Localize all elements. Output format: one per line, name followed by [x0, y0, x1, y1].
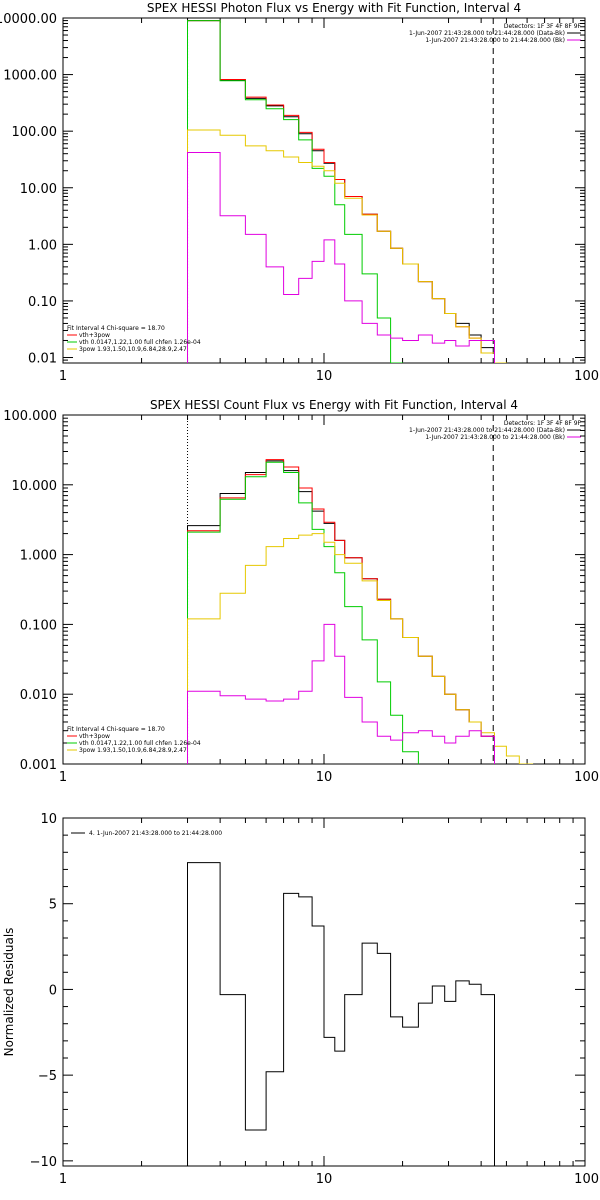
x-tick-label: 10	[316, 369, 333, 384]
y-tick-label: −10	[30, 1155, 57, 1170]
legend-bottom-entry: Fit Interval 4 Chi-square = 18.70	[67, 325, 165, 332]
series-line-5	[187, 623, 495, 764]
series-line-4	[187, 129, 507, 363]
x-tick-label: 10	[316, 770, 333, 785]
y-tick-label: 1000.00	[3, 69, 57, 84]
legend-top-entry: 1-Jun-2007 21:43:28.000 to 21:44:28.000 …	[425, 434, 565, 441]
legend-bottom-entry: 3pow 1.93,1.50,10.9,6.84,28.9,2.47	[79, 747, 187, 754]
y-tick-label: 0.001	[20, 758, 57, 773]
x-tick-label: 1	[59, 369, 67, 384]
series-line-4	[187, 533, 534, 764]
y-tick-label: 0.10	[28, 295, 57, 310]
series-line-2	[187, 20, 495, 363]
series-line-5	[187, 152, 495, 363]
legend-top-entry: 1-Jun-2007 21:43:28.000 to 21:44:28.000 …	[409, 427, 565, 434]
y-tick-label: 10000.00	[0, 12, 57, 27]
y-tick-label: 0.010	[20, 688, 57, 703]
y-tick-label: 100.00	[12, 125, 58, 140]
panel-2: SPEX HESSI Count Flux vs Energy with Fit…	[3, 398, 599, 785]
plot-frame	[62, 414, 586, 765]
y-tick-label: 0	[49, 983, 57, 998]
series-group	[187, 862, 495, 1166]
x-tick-label: 100	[574, 1172, 599, 1187]
x-tick-label: 1	[59, 1172, 67, 1187]
y-tick-label: 10.000	[12, 479, 58, 494]
legend-top-entry: 4. 1-Jun-2007 21:43:28.000 to 21:44:28.0…	[89, 830, 222, 837]
plot-title: SPEX HESSI Count Flux vs Energy with Fit…	[150, 398, 518, 412]
series-line-2	[187, 459, 495, 764]
y-axis-label: Normalized Residuals	[2, 928, 16, 1057]
legend-top-entry: 1-Jun-2007 21:43:28.000 to 21:44:28.000 …	[409, 30, 565, 37]
series-line-3	[187, 20, 404, 363]
y-tick-label: 10.00	[20, 182, 57, 197]
series-group	[187, 20, 507, 363]
legend-bottom-entry: 3pow 1.93,1.50,10.9,6.84,28.9,2.47	[79, 346, 187, 353]
y-tick-label: 10	[40, 812, 57, 827]
legend-top-entry: 1-Jun-2007 21:43:28.000 to 21:44:28.000 …	[425, 37, 565, 44]
plot-title: SPEX HESSI Photon Flux vs Energy with Fi…	[147, 1, 521, 15]
series-line-1	[187, 460, 495, 764]
y-tick-label: 0.01	[28, 352, 57, 367]
y-tick-label: 1.000	[20, 549, 57, 564]
panel-3: Normalized Residuals 1 10 100 10 5 0 −5 −10 4. 1-…	[2, 812, 599, 1187]
series-line-1	[187, 20, 495, 363]
x-tick-label: 100	[574, 770, 599, 785]
series-line-1	[187, 862, 495, 1166]
series-group	[187, 459, 534, 764]
legend-bottom-entry: vth+3pow	[79, 332, 110, 339]
x-tick-label: 100	[574, 369, 599, 384]
plot-frame	[62, 17, 586, 364]
y-tick-label: −5	[38, 1069, 57, 1084]
legend-bottom-entry: vth+3pow	[79, 733, 110, 740]
legend-bottom-entry: vth 0.0147,1.22,1.00 full chfen 1.26e-04	[79, 339, 201, 346]
y-tick-label: 0.100	[20, 618, 57, 633]
y-tick-label: 1.00	[28, 238, 57, 253]
y-tick-label: 100.000	[3, 409, 57, 424]
y-tick-label: 5	[49, 898, 57, 913]
legend-bottom-entry: vth 0.0147,1.22,1.00 full chfen 1.26e-04	[79, 740, 201, 747]
x-tick-label: 1	[59, 770, 67, 785]
panel-1: SPEX HESSI Photon Flux vs Energy with Fi…	[0, 1, 599, 384]
legend-bottom-entry: Fit Interval 4 Chi-square = 18.70	[67, 726, 165, 733]
legend-top-entry: Detectors: 1F 3F 4F 8F 9F	[504, 23, 582, 30]
x-tick-label: 10	[316, 1172, 333, 1187]
legend-top-entry: Detectors: 1F 3F 4F 8F 9F	[504, 420, 582, 427]
